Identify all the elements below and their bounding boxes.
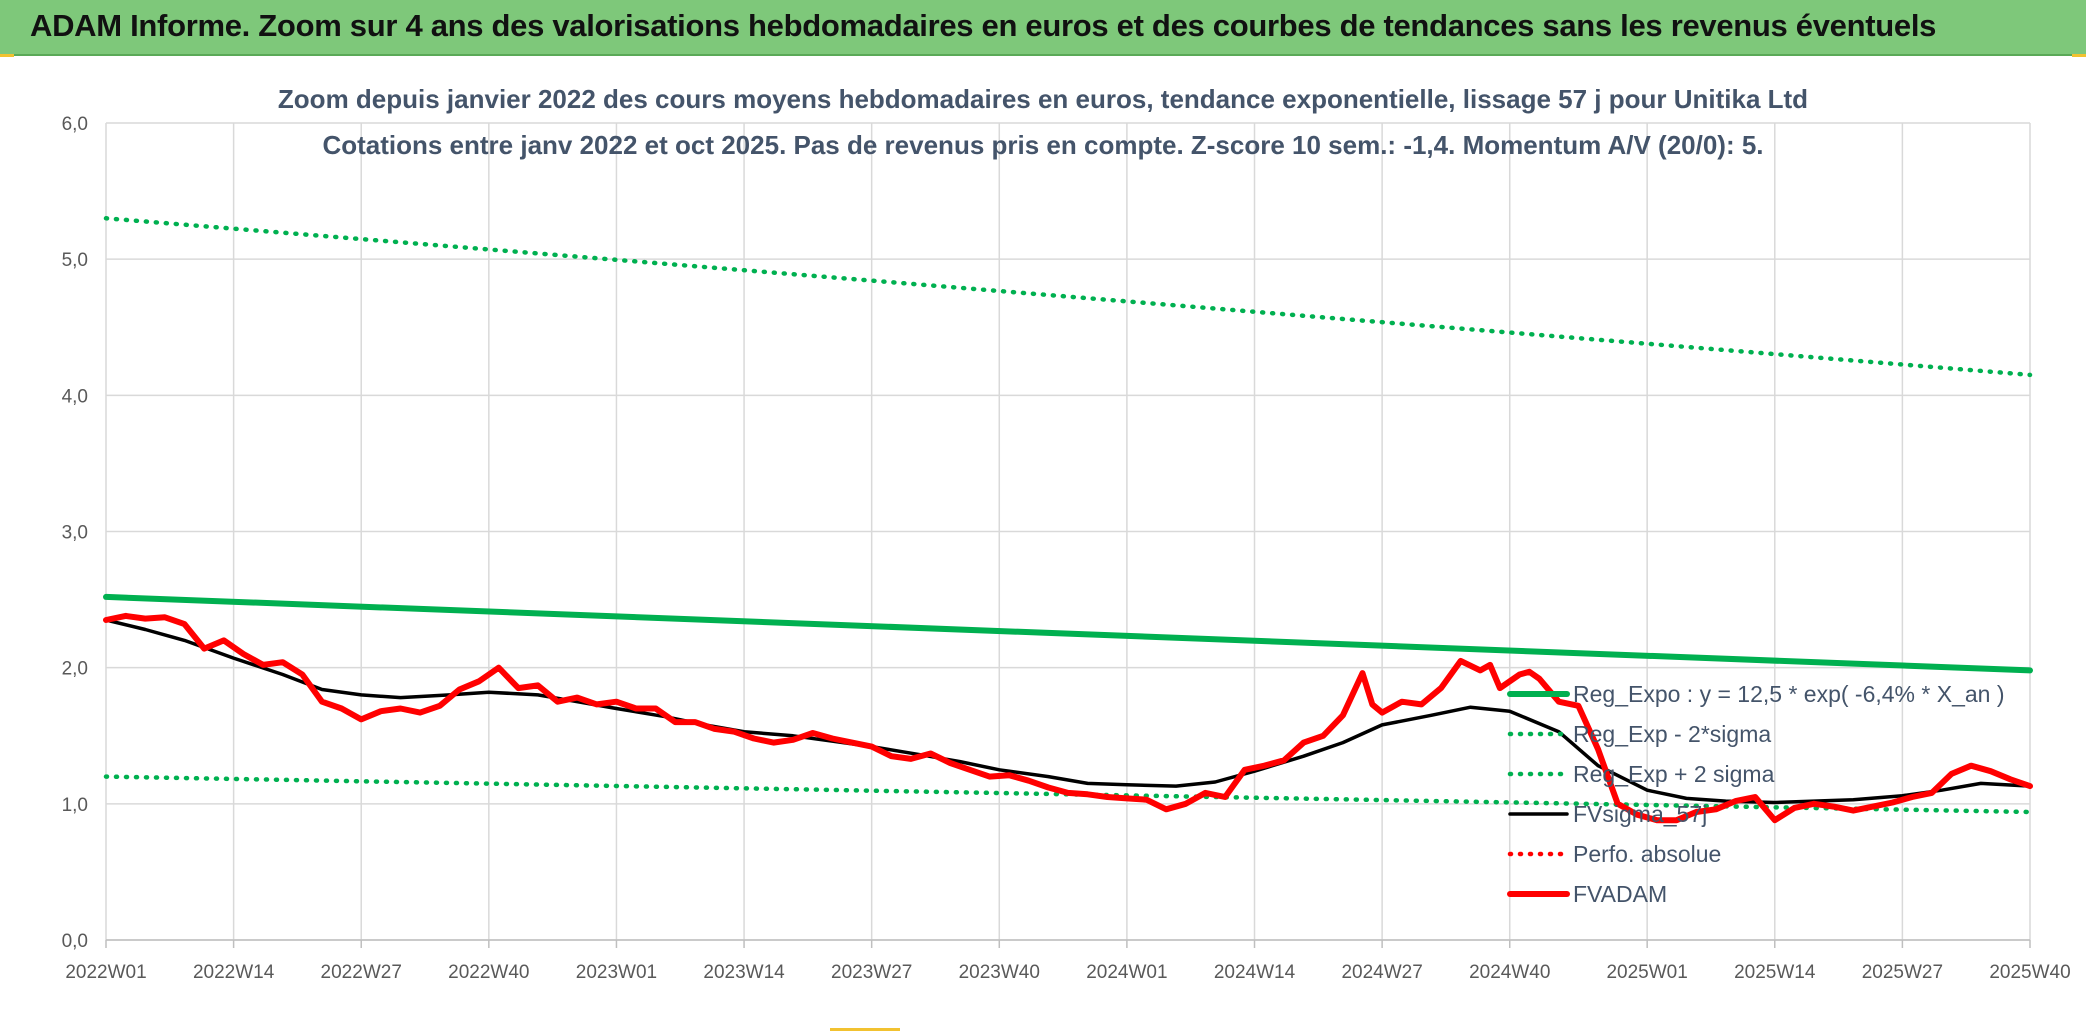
grid-layer xyxy=(105,122,2031,941)
x-tick-label: 2023W40 xyxy=(959,962,1040,983)
y-tick-label: 2,0 xyxy=(62,659,88,680)
x-tick-label: 2022W27 xyxy=(321,962,402,983)
x-tick-label: 2022W14 xyxy=(193,962,275,983)
corner-mark-top-right xyxy=(2072,54,2086,57)
x-tick-label: 2025W01 xyxy=(1606,962,1687,983)
legend-label: FVsigma_57j xyxy=(1573,801,1707,827)
x-tick-label: 2024W01 xyxy=(1086,962,1167,983)
corner-mark-top-left xyxy=(0,54,14,57)
legend-label: Reg_Expo : y = 12,5 * exp( -6,4% * X_an … xyxy=(1573,681,2005,707)
y-tick-label: 4,0 xyxy=(62,386,88,407)
x-tick-label: 2022W40 xyxy=(448,962,529,983)
legend-label: FVADAM xyxy=(1573,881,1667,907)
series-line-fvsigma-57j xyxy=(104,618,2032,805)
series-layer xyxy=(103,216,2033,824)
legend-label: Perfo. absolue xyxy=(1573,841,1721,867)
chart-title-line-1: Zoom depuis janvier 2022 des cours moyen… xyxy=(278,84,1808,114)
x-tick-label: 2025W27 xyxy=(1862,962,1943,983)
corner-mark-bottom-center xyxy=(830,1028,900,1031)
page-title: ADAM Informe. Zoom sur 4 ans des valoris… xyxy=(30,8,1937,43)
y-tick-label: 3,0 xyxy=(62,523,88,544)
x-tick-label: 2024W14 xyxy=(1214,962,1296,983)
series-line-fvadam xyxy=(103,612,2033,824)
x-tick-label: 2022W01 xyxy=(65,962,146,983)
legend: Reg_Expo : y = 12,5 * exp( -6,4% * X_an … xyxy=(1507,681,2005,907)
x-tick-label: 2023W14 xyxy=(703,962,785,983)
y-tick-label: 1,0 xyxy=(62,795,88,816)
chart-svg: 0,0 1,0 2,0 3,0 4,0 5,0 6,0 2022W01 2022W14 2022W… xyxy=(62,84,2071,983)
series-line-reg-exp-2-sigma xyxy=(103,216,2033,378)
legend-label: Reg_Exp + 2 sigma xyxy=(1573,761,1775,787)
chart-title-line-2: Cotations entre janv 2022 et oct 2025. P… xyxy=(322,130,1763,160)
axis-layer: 0,0 1,0 2,0 3,0 4,0 5,0 6,0 2022W01 2022W14 2022W… xyxy=(62,114,2071,983)
chart-area: 0,0 1,0 2,0 3,0 4,0 5,0 6,0 2022W01 2022W14 2022W… xyxy=(0,56,2086,1031)
legend-label: Reg_Exp - 2*sigma xyxy=(1573,721,1771,747)
y-tick-label: 6,0 xyxy=(62,114,88,135)
x-tick-label: 2024W27 xyxy=(1341,962,1422,983)
x-tick-label: 2025W14 xyxy=(1734,962,1816,983)
series-line-reg-expo-y-12-5-exp-6-4-x-an xyxy=(103,593,2033,674)
x-tick-label: 2023W01 xyxy=(576,962,657,983)
x-tick-label: 2024W40 xyxy=(1469,962,1550,983)
x-tick-label: 2025W40 xyxy=(1989,962,2070,983)
y-tick-label: 0,0 xyxy=(62,931,88,952)
x-tick-label: 2023W27 xyxy=(831,962,912,983)
y-tick-label: 5,0 xyxy=(62,250,88,271)
header-bar: ADAM Informe. Zoom sur 4 ans des valoris… xyxy=(0,0,2086,56)
